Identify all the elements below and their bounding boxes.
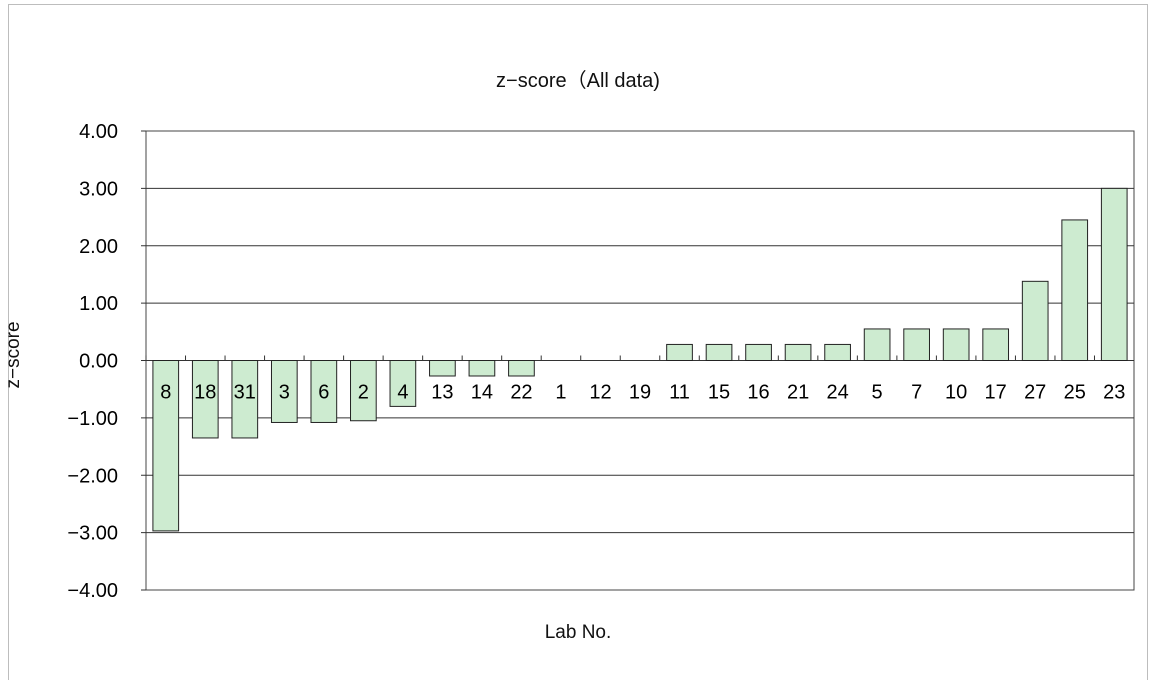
- category-label: 5: [872, 382, 883, 404]
- category-label: 15: [708, 382, 730, 404]
- category-label: 21: [787, 382, 809, 404]
- category-label: 13: [431, 382, 453, 404]
- bar: [982, 328, 1010, 362]
- category-label: 25: [1064, 382, 1086, 404]
- category-label: 24: [826, 382, 848, 404]
- category-label: 16: [747, 382, 769, 404]
- y-tick-label: −4.00: [67, 580, 118, 602]
- category-label: 10: [945, 382, 967, 404]
- bar: [468, 360, 496, 377]
- category-label: 2: [358, 382, 369, 404]
- y-tick-label: 4.00: [79, 121, 118, 143]
- category-label: 31: [234, 382, 256, 404]
- category-label: 1: [555, 382, 566, 404]
- bar: [1100, 187, 1128, 361]
- bar: [1021, 280, 1049, 362]
- bar: [231, 360, 259, 439]
- bar: [666, 343, 693, 361]
- category-label: 14: [471, 382, 493, 404]
- category-label: 22: [510, 382, 532, 404]
- category-label: 11: [669, 382, 690, 404]
- bar: [705, 343, 733, 361]
- category-label: 23: [1103, 382, 1125, 404]
- category-label: 27: [1024, 382, 1046, 404]
- y-tick-label: 2.00: [79, 236, 118, 258]
- category-label: 8: [160, 382, 171, 404]
- y-tick-label: 0.00: [79, 351, 118, 373]
- bar: [745, 343, 772, 361]
- y-tick-label: 3.00: [79, 178, 118, 200]
- bar: [270, 360, 298, 423]
- category-label: 6: [318, 382, 329, 404]
- bar: [824, 343, 851, 361]
- y-tick-label: −1.00: [67, 408, 118, 430]
- bar: [310, 360, 338, 423]
- y-tick-label: −3.00: [67, 523, 118, 545]
- bar: [942, 328, 970, 362]
- x-axis-label: Lab No.: [544, 622, 612, 643]
- category-label: 19: [629, 382, 651, 404]
- category-label: 4: [397, 382, 408, 404]
- category-label: 3: [279, 382, 290, 404]
- bar: [389, 360, 417, 407]
- y-tick-label: −2.00: [67, 465, 118, 487]
- bar: [191, 360, 219, 439]
- bar: [784, 343, 812, 361]
- category-label: 18: [194, 382, 216, 404]
- category-label: 12: [589, 382, 611, 404]
- bar: [903, 328, 930, 362]
- category-label: 7: [911, 382, 922, 404]
- bar: [508, 360, 535, 377]
- bar: [429, 360, 456, 377]
- bar: [350, 360, 377, 422]
- chart-title: z−score（All data): [496, 70, 660, 92]
- category-label: 17: [985, 382, 1007, 404]
- bar: [1061, 219, 1089, 361]
- bar: [863, 328, 891, 362]
- y-tick-label: 1.00: [79, 293, 118, 315]
- chart-frame: [8, 4, 1148, 680]
- bar: [152, 360, 180, 532]
